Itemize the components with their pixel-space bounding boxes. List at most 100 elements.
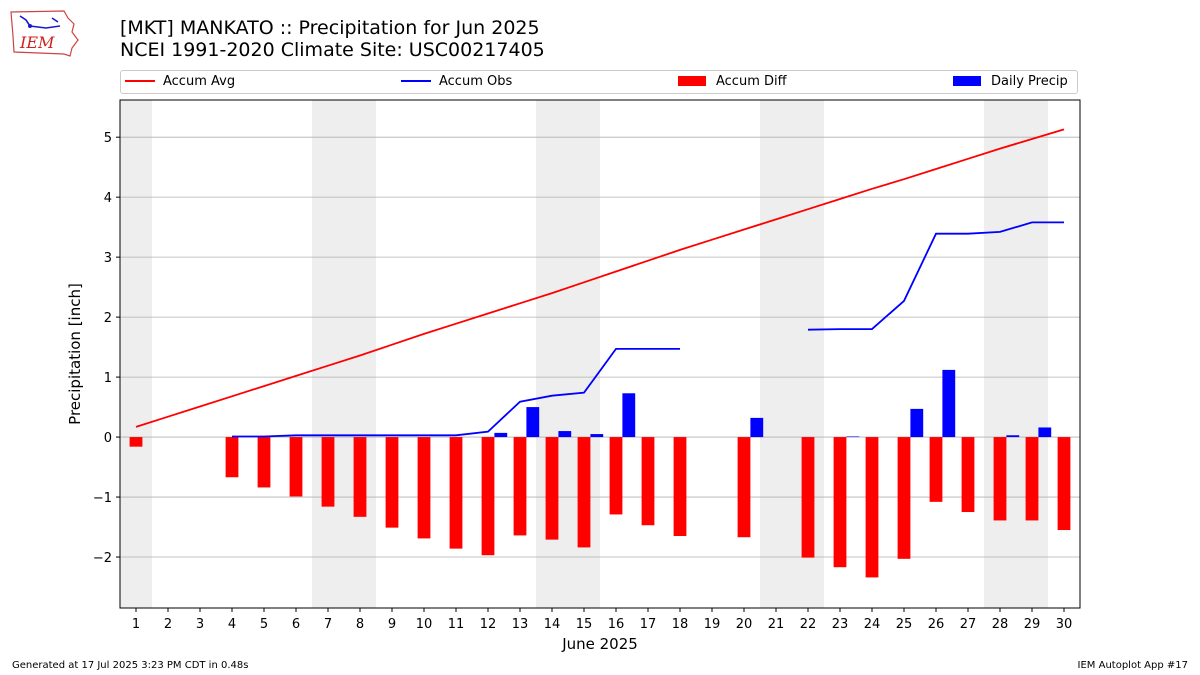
x-tick-label: 9: [388, 617, 396, 632]
legend-swatch: [953, 75, 981, 86]
daily-precip-bar: [622, 393, 636, 438]
plot-frame: [119, 99, 1081, 609]
x-tick-label: 16: [608, 617, 625, 632]
chart-title: [MKT] MANKATO :: Precipitation for Jun 2…: [120, 17, 545, 61]
x-tick-label: 12: [480, 617, 497, 632]
daily-precip-bar: [1038, 427, 1052, 438]
x-tick-label: 27: [960, 617, 977, 632]
accum-diff-bar: [321, 437, 335, 507]
x-tick-label: 21: [768, 617, 785, 632]
daily-precip-bar: [558, 431, 572, 438]
legend-swatch: [678, 75, 706, 86]
accum-diff-bar: [833, 437, 847, 568]
x-tick-label: 17: [640, 617, 657, 632]
accum-diff-bar: [673, 437, 687, 537]
accum-diff-bar: [417, 437, 431, 539]
y-axis-label: Precipitation [inch]: [66, 283, 84, 425]
weekend-band: [760, 100, 824, 608]
x-tick-label: 22: [800, 617, 817, 632]
x-tick-label: 26: [928, 617, 945, 632]
daily-precip-bar: [942, 369, 956, 438]
accum-diff-bar: [353, 437, 367, 517]
accum-diff-bar: [865, 437, 879, 578]
x-axis-label: June 2025: [561, 635, 638, 653]
svg-text:IEM: IEM: [19, 33, 55, 52]
footer-app: IEM Autoplot App #17: [1077, 660, 1188, 671]
legend-label: Accum Avg: [163, 74, 236, 89]
legend-item-accum-diff: Accum Diff: [678, 74, 787, 90]
footer-generated: Generated at 17 Jul 2025 3:23 PM CDT in …: [12, 660, 249, 671]
accum-diff-bar: [897, 437, 911, 559]
x-tick-label: 11: [448, 617, 465, 632]
x-tick-label: 30: [1056, 617, 1073, 632]
x-tick-label: 28: [992, 617, 1009, 632]
accum-diff-bar: [545, 437, 559, 540]
x-tick-label: 7: [324, 617, 332, 632]
accum-obs-line: [232, 347, 680, 438]
legend-item-daily-precip: Daily Precip: [953, 74, 1068, 90]
x-tick-label: 25: [896, 617, 913, 632]
daily-precip-bar: [910, 408, 924, 438]
y-tick-label: 3: [104, 251, 112, 266]
legend-label: Daily Precip: [991, 74, 1068, 89]
accum-diff-bar: [449, 437, 463, 549]
daily-precip-bar: [846, 436, 860, 438]
title-line-2: NCEI 1991-2020 Climate Site: USC00217405: [120, 39, 545, 61]
legend: Accum Avg Accum Obs Accum Diff Daily Pre…: [120, 70, 1078, 94]
accum-diff-bar: [609, 437, 623, 515]
title-line-1: [MKT] MANKATO :: Precipitation for Jun 2…: [120, 17, 540, 39]
x-tick-label: 6: [292, 617, 300, 632]
accum-diff-bar: [257, 437, 271, 488]
accum-diff-bar: [801, 437, 815, 558]
accum-diff-bar: [929, 437, 943, 502]
daily-precip-bar: [590, 434, 604, 438]
y-tick-label: 1: [104, 371, 112, 386]
legend-label: Accum Obs: [439, 74, 513, 89]
accum-diff-bar: [481, 437, 495, 556]
y-tick-label: 4: [104, 191, 112, 206]
x-tick-label: 18: [672, 617, 689, 632]
y-tick-label: 5: [104, 131, 112, 146]
x-tick-label: 24: [864, 617, 881, 632]
y-tick-label: −2: [93, 551, 112, 566]
accum-diff-bar: [993, 437, 1007, 521]
x-tick-label: 14: [544, 617, 561, 632]
accum-diff-bar: [961, 437, 975, 513]
accum-diff-bar: [129, 437, 143, 447]
accum-diff-bar: [1057, 437, 1071, 531]
legend-item-accum-obs: Accum Obs: [401, 74, 512, 90]
x-tick-label: 8: [356, 617, 364, 632]
accum-diff-bar: [513, 437, 527, 536]
accum-avg-line: [135, 128, 1065, 428]
x-tick-label: 3: [196, 617, 204, 632]
weekend-band: [120, 100, 152, 608]
x-tick-label: 19: [704, 617, 721, 632]
daily-precip-bar: [526, 407, 540, 438]
legend-label: Accum Diff: [716, 74, 787, 89]
iowa-outline-icon: [10, 10, 79, 57]
accum-diff-bar: [1025, 437, 1039, 521]
accum-diff-bar: [225, 437, 239, 478]
daily-precip-bar: [494, 432, 508, 438]
x-tick-label: 29: [1024, 617, 1041, 632]
weekend-band: [984, 100, 1048, 608]
x-tick-label: 2: [164, 617, 172, 632]
y-tick-label: −1: [93, 491, 112, 506]
accum-diff-bar: [385, 437, 399, 528]
accum-diff-bar: [289, 437, 303, 497]
legend-swatch: [125, 79, 155, 82]
x-tick-label: 23: [832, 617, 849, 632]
accum-diff-bar: [641, 437, 655, 526]
legend-swatch: [401, 79, 431, 82]
accum-diff-bar: [737, 437, 751, 538]
x-tick-label: 15: [576, 617, 593, 632]
accum-obs-line: [807, 221, 1064, 331]
legend-item-accum-avg: Accum Avg: [125, 74, 235, 90]
x-tick-label: 13: [512, 617, 529, 632]
iem-logo: IEM: [8, 6, 80, 58]
x-tick-label: 1: [132, 617, 140, 632]
daily-precip-bar: [750, 417, 764, 438]
daily-precip-bar: [1006, 435, 1020, 438]
x-tick-label: 10: [416, 617, 433, 632]
